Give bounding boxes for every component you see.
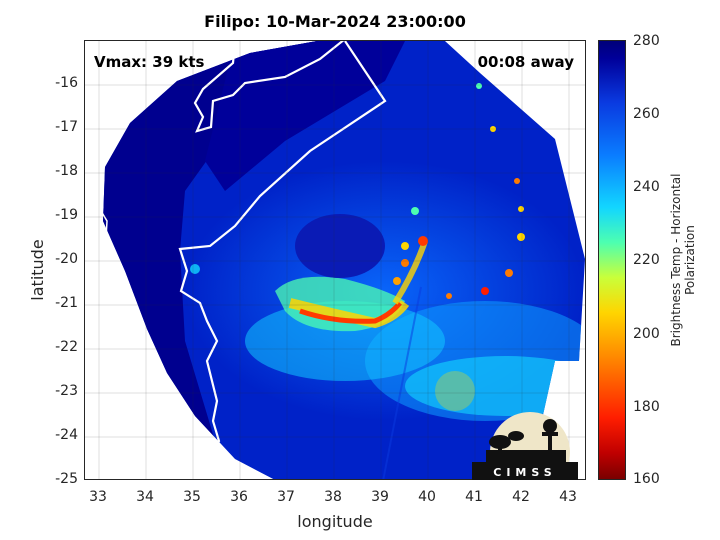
x-tick: 39 bbox=[371, 489, 389, 505]
colorbar-label: Brightness Temp - Horizontal Polarizatio… bbox=[669, 173, 697, 347]
colorbar-tick: 200 bbox=[633, 326, 660, 342]
x-tick: 35 bbox=[183, 489, 201, 505]
map-title: Filipo: 10-Mar-2024 23:00:00 bbox=[204, 12, 466, 31]
colorbar-tick: 240 bbox=[633, 179, 660, 195]
colorbar bbox=[598, 40, 626, 480]
x-tick: 41 bbox=[465, 489, 483, 505]
vmax-annotation: Vmax: 39 kts bbox=[94, 53, 205, 71]
colorbar-tick: 160 bbox=[633, 471, 660, 487]
y-tick: -25 bbox=[55, 471, 78, 487]
x-tick: 33 bbox=[89, 489, 107, 505]
y-tick: -24 bbox=[55, 427, 78, 443]
border-line bbox=[85, 110, 108, 282]
brightness-temp-map bbox=[85, 41, 585, 479]
y-tick: -19 bbox=[55, 207, 78, 223]
colorbar-tick: 280 bbox=[633, 33, 660, 49]
colorbar-tick: 180 bbox=[633, 399, 660, 415]
colorbar-tick: 220 bbox=[633, 252, 660, 268]
x-tick: 42 bbox=[512, 489, 530, 505]
x-tick: 34 bbox=[136, 489, 154, 505]
x-tick: 38 bbox=[324, 489, 342, 505]
y-tick: -23 bbox=[55, 383, 78, 399]
coastline-mozambique bbox=[178, 41, 387, 479]
x-tick: 36 bbox=[230, 489, 248, 505]
colorbar-tick: 260 bbox=[633, 106, 660, 122]
y-tick: -22 bbox=[55, 339, 78, 355]
y-tick: -17 bbox=[55, 119, 78, 135]
x-axis-label: longitude bbox=[297, 512, 373, 531]
y-axis-label: latitude bbox=[28, 239, 47, 301]
time-away-annotation: 00:08 away bbox=[477, 53, 574, 71]
y-tick: -16 bbox=[55, 75, 78, 91]
cimss-logo: CIMSS bbox=[472, 412, 578, 480]
x-tick: 37 bbox=[277, 489, 295, 505]
x-tick: 43 bbox=[559, 489, 577, 505]
y-tick: -20 bbox=[55, 251, 78, 267]
x-tick: 40 bbox=[418, 489, 436, 505]
y-tick: -18 bbox=[55, 163, 78, 179]
y-tick: -21 bbox=[55, 295, 78, 311]
coastline-north bbox=[193, 41, 345, 133]
map-plot-area bbox=[84, 40, 586, 480]
svg-text:CIMSS: CIMSS bbox=[493, 466, 556, 479]
